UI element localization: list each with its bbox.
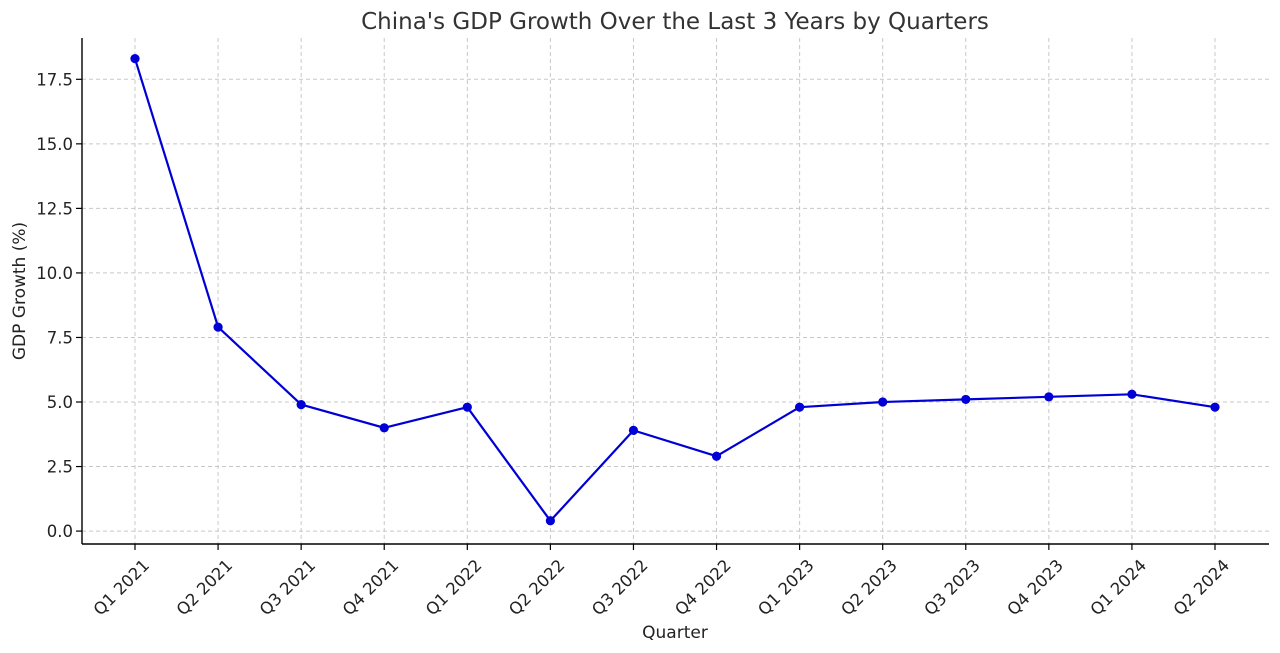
x-tick-label: Q3 2022 (588, 556, 651, 619)
data-point (462, 402, 472, 412)
x-tick-label: Q4 2021 (339, 556, 402, 619)
data-point (379, 423, 389, 433)
x-tick-label: Q3 2023 (920, 556, 983, 619)
axes-layer (81, 38, 1269, 545)
data-point (213, 322, 223, 332)
data-point (1044, 392, 1054, 402)
data-point (711, 451, 722, 461)
x-tick-label: Q1 2021 (90, 556, 153, 619)
data-point (1210, 402, 1220, 412)
y-tick-label: 17.5 (36, 70, 73, 89)
x-tick-label: Q4 2022 (671, 556, 734, 619)
x-tick-label: Q1 2023 (754, 556, 817, 619)
chart-title: China's GDP Growth Over the Last 3 Years… (361, 9, 989, 35)
data-point (961, 394, 971, 405)
x-tick-label: Q1 2024 (1087, 556, 1150, 619)
grid-layer (82, 38, 1269, 544)
data-point (1127, 389, 1137, 399)
series-layer (130, 54, 1220, 526)
x-tick-label: Q2 2024 (1170, 556, 1233, 619)
data-point (628, 425, 639, 436)
data-point (296, 399, 306, 410)
series-line (133, 58, 1216, 522)
y-tick-label: 12.5 (36, 199, 73, 218)
tick-layer: Q1 2021 Q2 2021 Q3 2021 Q4 2021 Q1 2022 Q2 20… (36, 70, 1233, 619)
data-point (795, 402, 805, 412)
y-tick-label: 5.0 (47, 393, 73, 412)
data-point (130, 54, 140, 64)
y-axis-label: GDP Growth (%) (10, 222, 30, 360)
x-tick-label: Q1 2022 (422, 556, 485, 619)
y-tick-label: 2.5 (47, 458, 73, 477)
y-tick-label: 15.0 (36, 135, 73, 154)
x-tick-label: Q3 2021 (256, 556, 319, 619)
x-tick-label: Q2 2023 (837, 556, 900, 619)
data-point (878, 397, 888, 407)
x-tick-label: Q2 2021 (173, 556, 236, 619)
x-tick-label: Q2 2022 (505, 556, 568, 619)
y-tick-label: 0.0 (47, 522, 73, 541)
y-tick-label: 7.5 (47, 328, 73, 347)
x-tick-label: Q4 2023 (1004, 556, 1067, 619)
y-tick-label: 10.0 (36, 264, 73, 283)
x-axis-label: Quarter (642, 623, 708, 643)
data-point (545, 516, 555, 526)
